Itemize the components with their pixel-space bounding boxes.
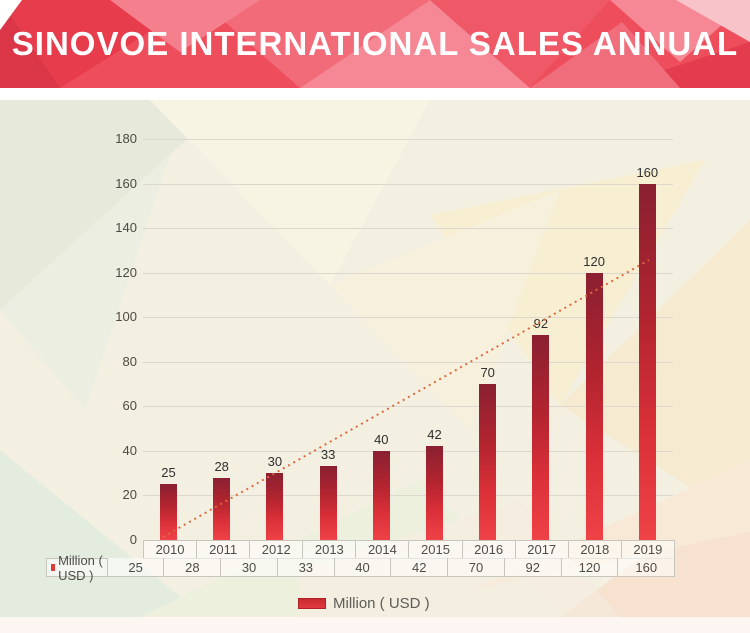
bar — [372, 450, 390, 540]
legend: Million ( USD ) — [298, 595, 430, 612]
value-cell: 33 — [277, 558, 335, 577]
year-cell: 2014 — [356, 540, 410, 559]
year-cell: 2015 — [409, 540, 463, 559]
bar — [426, 446, 443, 540]
bar-value-label: 120 — [583, 253, 605, 269]
year-cell: 2017 — [515, 540, 569, 559]
year-cell: 2019 — [621, 540, 675, 559]
value-cell: 28 — [164, 558, 222, 577]
bar-value-label: 160 — [636, 164, 659, 180]
year-cell: 2010 — [143, 540, 198, 559]
y-tick-label: 60 — [122, 398, 137, 414]
bar — [319, 466, 337, 540]
banner-mosaic-background — [0, 0, 750, 88]
legend-color-swatch-icon — [298, 598, 326, 609]
y-tick-label: 160 — [115, 175, 137, 191]
x-axis-year-row: 2010 2011 2012 2013 2014 2015 2016 2017 2018 2019 — [143, 540, 675, 559]
series-row-label: Million ( USD ) — [46, 553, 108, 583]
year-cell: 2012 — [250, 540, 304, 559]
header-banner: SINOVOE INTERNATIONAL SALES ANNUAL — [0, 0, 750, 88]
bar-value-label: 92 — [533, 316, 549, 332]
y-tick-label: 100 — [115, 309, 137, 325]
y-tick-label: 80 — [122, 353, 137, 369]
series-color-square-icon — [51, 564, 56, 571]
bar — [638, 183, 656, 540]
bar-value-label: 42 — [427, 427, 442, 443]
value-cell: 25 — [107, 558, 165, 577]
bar — [213, 477, 231, 540]
y-tick-label: 120 — [115, 264, 137, 280]
year-cell: 2018 — [568, 540, 622, 559]
bar — [266, 473, 284, 540]
legend-label: Million ( USD ) — [333, 595, 430, 612]
value-cell: 92 — [504, 558, 562, 577]
bar — [160, 484, 177, 540]
value-cell: 70 — [448, 558, 505, 577]
y-tick-label: 180 — [115, 131, 137, 146]
bar-value-label: 25 — [161, 465, 176, 481]
bar-value-label: 33 — [320, 447, 336, 463]
bar-value-label: 40 — [374, 431, 389, 447]
value-cell: 30 — [221, 558, 278, 577]
series-row-label-text: Million ( USD ) — [58, 552, 103, 583]
y-tick-label: 20 — [122, 487, 137, 503]
page-title: SINOVOE INTERNATIONAL SALES ANNUAL — [11, 25, 739, 62]
year-cell: 2013 — [303, 540, 357, 559]
value-cell: 160 — [618, 558, 676, 577]
value-cell: 42 — [391, 558, 449, 577]
y-tick-label: 140 — [115, 220, 137, 236]
bar-value-label: 70 — [480, 365, 495, 381]
bar-value-label: 28 — [214, 458, 229, 474]
gridline — [143, 183, 673, 185]
value-cell: 40 — [334, 558, 392, 577]
value-cell: 120 — [561, 558, 619, 577]
year-cell: 2011 — [197, 540, 251, 559]
gridline — [143, 228, 673, 230]
data-table-row: Million ( USD ) 25 28 30 33 40 42 70 92 120 160 — [46, 553, 676, 583]
gridline — [143, 139, 673, 140]
y-tick-label: 40 — [122, 442, 137, 458]
bar — [532, 335, 550, 540]
bar — [585, 272, 603, 540]
bar-value-label: 30 — [267, 454, 283, 470]
chart-panel: 0 20 40 60 80 100 120 140 160 180 25 28 30 33 40 42 70 9… — [0, 100, 750, 617]
year-cell: 2016 — [462, 540, 516, 559]
bottom-strip — [0, 617, 750, 633]
header-gap — [0, 88, 750, 100]
bar — [479, 384, 497, 540]
y-tick-label: 0 — [129, 532, 137, 547]
